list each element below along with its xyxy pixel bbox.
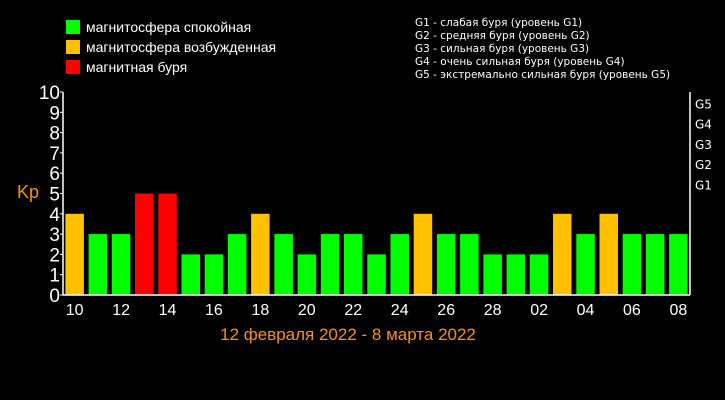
y-tick-label: 0 — [49, 286, 60, 307]
kp-bar — [413, 213, 433, 295]
kp-bar — [251, 213, 270, 295]
kp-bar — [553, 213, 572, 295]
y-tick-label: 5 — [49, 185, 60, 206]
kp-bar — [65, 213, 84, 295]
x-tick-label: 04 — [577, 302, 595, 319]
x-tick-label: 08 — [670, 302, 688, 319]
kp-bar — [390, 234, 409, 295]
x-tick-label: 26 — [437, 302, 455, 319]
kp-bar — [181, 254, 200, 295]
kp-bar — [320, 234, 340, 295]
right-axis-label: G5 — [695, 97, 712, 111]
right-axis-label: G3 — [695, 138, 712, 152]
x-tick-label: 22 — [344, 302, 362, 319]
kp-bar — [227, 234, 247, 295]
storm-level-legend: G1 - слабая буря (уровень G1) G2 - средн… — [415, 17, 670, 82]
y-tick-label: 6 — [49, 164, 60, 185]
x-tick-label: 10 — [66, 302, 84, 319]
right-axis-label: G2 — [695, 158, 712, 172]
x-tick-label: 06 — [623, 302, 641, 319]
legend-swatch-storm — [66, 60, 80, 74]
kp-bar — [622, 234, 642, 295]
kp-bar — [576, 234, 595, 295]
x-tick-label: 14 — [159, 302, 177, 319]
x-tick-label: 12 — [112, 302, 130, 319]
right-axis-label: G4 — [695, 118, 712, 132]
y-tick-label: 2 — [49, 245, 60, 266]
y-tick-label: 10 — [39, 83, 60, 104]
kp-bar — [506, 254, 526, 295]
kp-bar — [367, 254, 386, 295]
storm-level-g5: G5 - экстремально сильная буря (уровень … — [415, 69, 671, 81]
legend-label-quiet: магнитосфера спокойная — [86, 19, 252, 35]
kp-bar — [344, 234, 363, 295]
kp-bar — [111, 234, 131, 295]
x-tick-label: 28 — [484, 302, 502, 319]
legend-item-excited: магнитосфера возбужденная — [66, 37, 276, 57]
storm-level-g4: G4 - очень сильная буря (уровень G4) — [415, 56, 625, 68]
kp-bar — [204, 254, 224, 295]
kp-bar — [669, 234, 688, 295]
x-tick-label: 24 — [391, 302, 409, 319]
legend-label-excited: магнитосфера возбужденная — [86, 39, 277, 55]
x-tick-label: 18 — [252, 302, 270, 319]
kp-bar — [436, 234, 456, 295]
y-tick-label: 7 — [49, 144, 60, 165]
right-axis-label: G1 — [695, 179, 712, 193]
kp-legend: магнитосфера спокойная магнитосфера возб… — [66, 17, 276, 77]
kp-bar — [297, 254, 317, 295]
y-tick-label: 9 — [49, 103, 60, 124]
y-tick-label: 8 — [49, 124, 60, 145]
kp-bar — [599, 213, 618, 295]
legend-swatch-quiet — [66, 20, 80, 34]
kp-bar — [158, 193, 177, 295]
kp-bar — [88, 234, 108, 295]
x-tick-label: 16 — [205, 302, 223, 319]
y-tick-label: 4 — [49, 205, 60, 226]
legend-item-storm: магнитная буря — [66, 57, 276, 77]
kp-bar — [645, 234, 665, 295]
legend-label-storm: магнитная буря — [86, 59, 188, 75]
x-axis-title: 12 февраля 2022 - 8 марта 2022 — [220, 325, 476, 344]
legend-swatch-excited — [66, 40, 80, 54]
y-axis-title: Kp — [17, 182, 39, 202]
y-tick-label: 3 — [49, 225, 60, 246]
storm-level-g1: G1 - слабая буря (уровень G1) — [415, 17, 583, 29]
x-tick-label: 20 — [298, 302, 316, 319]
y-tick-label: 1 — [49, 266, 60, 287]
kp-bar — [135, 193, 154, 295]
storm-level-g2: G2 - средняя буря (уровень G2) — [415, 30, 590, 42]
kp-bar — [460, 234, 479, 295]
kp-bar — [274, 234, 293, 295]
x-tick-label: 02 — [530, 302, 548, 319]
kp-bar — [529, 254, 549, 295]
storm-level-g3: G3 - сильная буря (уровень G3) — [415, 43, 590, 55]
kp-bar — [483, 254, 502, 295]
legend-item-quiet: магнитосфера спокойная — [66, 17, 276, 37]
